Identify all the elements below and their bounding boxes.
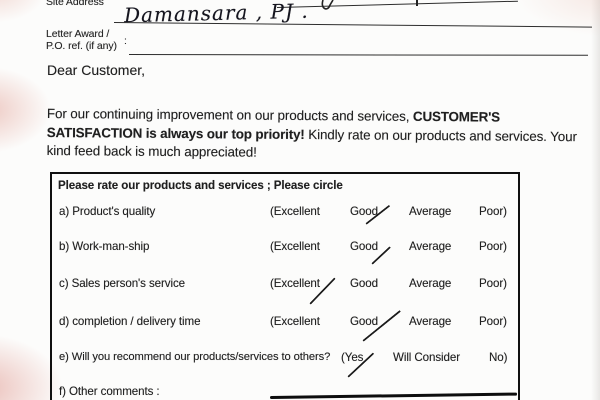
- salutation: Dear Customer,: [47, 62, 146, 78]
- option-excellent: (Excellent: [270, 240, 320, 253]
- survey-row-e-label: e) Will you recommend our products/servi…: [59, 351, 331, 363]
- pen-comment-stroke: [269, 392, 517, 400]
- letter-award-underline: [128, 54, 589, 56]
- survey-header: Please rate our products and services ; …: [58, 179, 343, 192]
- survey-box: Please rate our products and services ; …: [50, 172, 520, 400]
- survey-row-f-label: f) Other comments :: [59, 385, 160, 398]
- letter-award-colon: :: [124, 35, 127, 47]
- letter-award-label-line2: P.O. ref. (if any): [46, 40, 117, 52]
- option-excellent: (Excellent: [270, 205, 320, 218]
- option-good: Good: [350, 315, 378, 328]
- option-good: Good: [350, 277, 378, 290]
- option-will-consider: Will Consider: [393, 351, 460, 364]
- letter-award-label-line1: Letter Award /: [46, 28, 110, 40]
- option-average: Average: [409, 205, 452, 218]
- option-average: Average: [409, 240, 452, 253]
- intro-paragraph: For our continuing improvement on our pr…: [47, 105, 581, 165]
- option-average: Average: [409, 277, 452, 290]
- handwriting-tick-mark: [416, 0, 418, 6]
- survey-row-d-label: d) completion / delivery time: [59, 315, 201, 328]
- survey-row-c-label: c) Sales person's service: [59, 277, 186, 290]
- survey-row-a-label: a) Product's quality: [59, 205, 156, 218]
- handwriting-descender-loop: [321, 0, 334, 10]
- option-good: Good: [350, 240, 378, 253]
- option-poor: Poor): [479, 240, 507, 253]
- survey-row-b-label: b) Work-man-ship: [59, 240, 150, 253]
- intro-text-pre: For our continuing improvement on our pr…: [46, 106, 414, 125]
- option-good: Good: [350, 205, 378, 218]
- option-yes: (Yes: [341, 351, 364, 364]
- option-poor: Poor): [479, 315, 507, 328]
- site-address-label: Site Address: [46, 0, 104, 8]
- top-partial-rule-line: [276, 0, 518, 8]
- option-excellent: (Excellent: [270, 315, 320, 328]
- option-poor: Poor): [479, 277, 507, 290]
- option-no: No): [489, 351, 508, 364]
- option-excellent: (Excellent: [270, 277, 320, 290]
- option-poor: Poor): [479, 205, 507, 218]
- option-average: Average: [409, 315, 452, 328]
